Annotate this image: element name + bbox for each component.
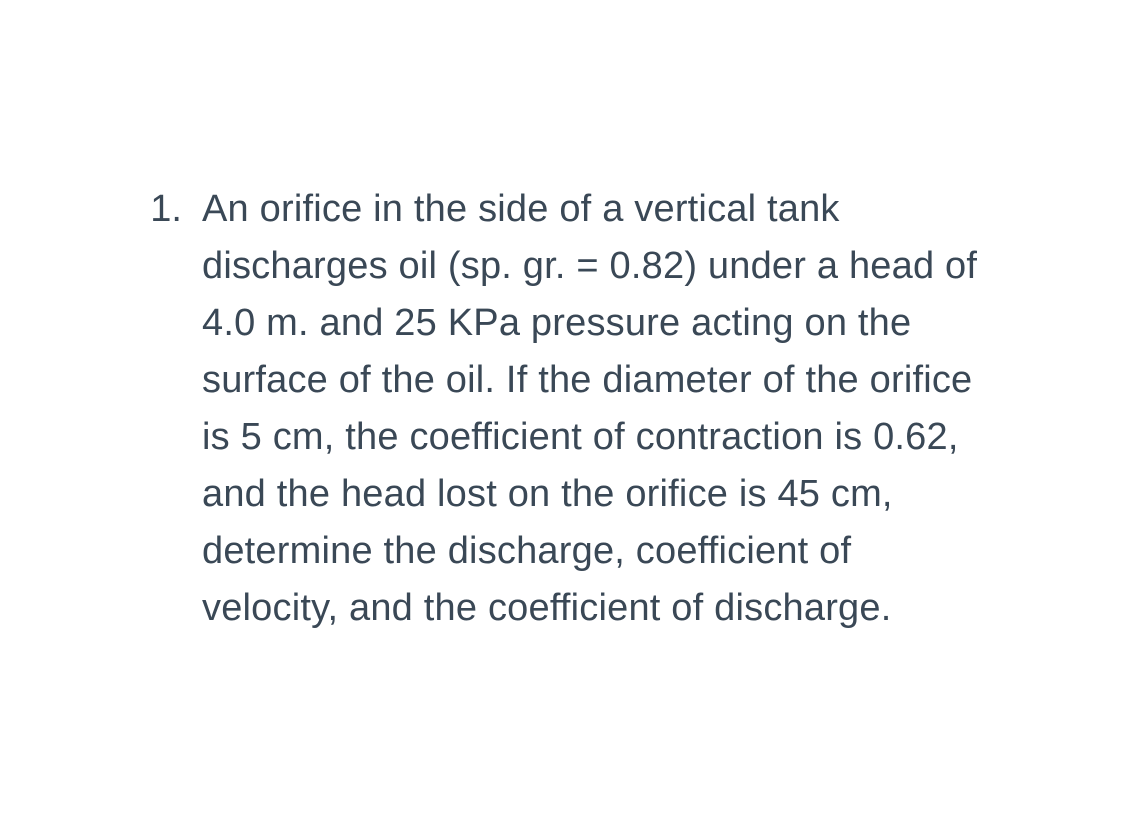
problem-number: 1. (142, 181, 202, 238)
problem-container: 1. An orifice in the side of a vertical … (102, 181, 1022, 637)
problem-text: An orifice in the side of a vertical tan… (202, 181, 982, 637)
list-item: 1. An orifice in the side of a vertical … (142, 181, 982, 637)
